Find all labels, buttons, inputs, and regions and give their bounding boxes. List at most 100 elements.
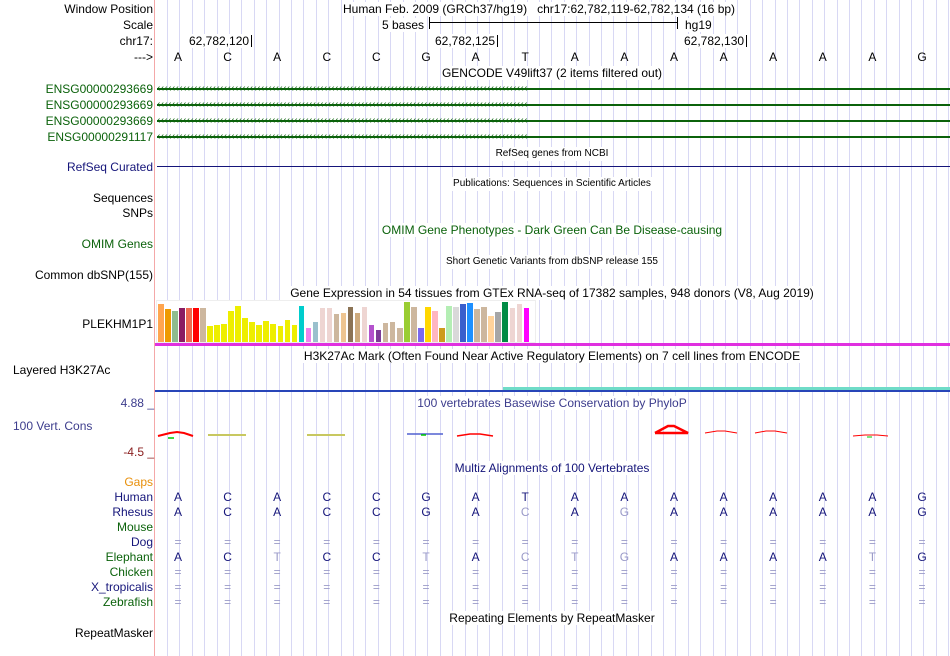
gtex-tissue-bar[interactable] (446, 306, 452, 342)
multiz-base: G (619, 505, 630, 519)
dbsnp-title[interactable]: Short Genetic Variants from dbSNP releas… (445, 255, 659, 269)
gtex-tissue-bar[interactable] (453, 307, 459, 342)
gtex-tissue-bar[interactable] (432, 311, 438, 342)
gtex-tissue-bar[interactable] (368, 325, 375, 342)
gtex-tissue-bar[interactable] (523, 308, 530, 342)
multiz-species-label[interactable]: Mouse (116, 520, 153, 534)
gtex-tissue-bar[interactable] (242, 318, 248, 342)
multiz-base: = (868, 535, 876, 549)
refseq-label[interactable]: RefSeq Curated (66, 160, 153, 174)
multiz-species-label[interactable]: Zebrafish (102, 595, 153, 609)
gencode-gene-line[interactable] (157, 88, 950, 90)
h3k27ac-label[interactable]: Layered H3K27Ac (13, 363, 111, 377)
multiz-species-label[interactable]: Dog (130, 535, 153, 549)
gtex-tissue-bar[interactable] (235, 306, 241, 342)
gtex-tissue-bar[interactable] (439, 328, 445, 342)
gencode-gene-line[interactable] (157, 120, 950, 122)
gtex-tissue-bar[interactable] (495, 312, 501, 342)
gtex-tissue-bar[interactable] (474, 309, 480, 342)
multiz-species-label[interactable]: Elephant (105, 550, 153, 564)
multiz-species-label[interactable]: Human (114, 490, 153, 504)
multiz-species-label[interactable]: X_tropicalis (90, 580, 153, 594)
gencode-gene-line[interactable] (157, 136, 950, 138)
gtex-tissue-bar[interactable] (488, 316, 494, 342)
gtex-tissue-bar[interactable] (389, 322, 396, 342)
gtex-tissue-bar[interactable] (460, 304, 466, 342)
strand-label[interactable]: ---> (134, 50, 153, 64)
gtex-tissue-bar[interactable] (347, 307, 354, 342)
gtex-tissue-bar[interactable] (382, 323, 389, 342)
multiz-species-label[interactable]: Chicken (109, 565, 153, 579)
gtex-tissue-bar[interactable] (193, 308, 199, 342)
repeatmasker-label[interactable]: RepeatMasker (74, 626, 153, 640)
multiz-species-label[interactable]: Rhesus (112, 505, 153, 519)
gencode-gene-label[interactable]: ENSG00000293669 (45, 82, 153, 96)
gtex-tissue-bar[interactable] (228, 311, 234, 342)
gtex-tissue-bar[interactable] (165, 309, 171, 342)
gencode-gene-label[interactable]: ENSG00000291117 (47, 130, 153, 144)
gtex-tissue-bar[interactable] (179, 308, 185, 342)
multiz-title[interactable]: Multiz Alignments of 100 Vertebrates (453, 461, 651, 475)
publications-label-snps[interactable]: SNPs (122, 206, 153, 220)
multiz-base: = (472, 535, 480, 549)
gtex-tissue-bar[interactable] (404, 302, 410, 342)
dbsnp-label[interactable]: Common dbSNP(155) (34, 268, 153, 282)
grid-line (539, 0, 540, 656)
multiz-base: = (372, 580, 380, 594)
gtex-tissue-bar[interactable] (270, 324, 276, 342)
gtex-bar-chart[interactable] (156, 300, 536, 343)
publications-title[interactable]: Publications: Sequences in Scientific Ar… (452, 177, 652, 191)
repeatmasker-title[interactable]: Repeating Elements by RepeatMasker (448, 611, 656, 625)
gtex-tissue-bar[interactable] (333, 314, 340, 342)
gtex-tissue-bar[interactable] (326, 308, 333, 342)
multiz-base: A (471, 505, 480, 519)
gtex-tissue-bar[interactable] (298, 306, 305, 342)
gtex-tissue-bar[interactable] (263, 321, 269, 342)
gtex-tissue-bar[interactable] (200, 308, 206, 342)
gtex-tissue-bar[interactable] (256, 325, 262, 342)
gtex-tissue-bar[interactable] (172, 311, 178, 342)
gtex-tissue-bar[interactable] (361, 307, 368, 342)
h3k27ac-title[interactable]: H3K27Ac Mark (Often Found Near Active Re… (302, 349, 802, 363)
gtex-tissue-bar[interactable] (467, 303, 473, 342)
refseq-gene-line[interactable] (157, 166, 950, 167)
gtex-tissue-bar[interactable] (509, 308, 515, 342)
gtex-tissue-bar[interactable] (516, 304, 523, 342)
multiz-gaps-label[interactable]: Gaps (124, 475, 153, 489)
publications-label-sequences[interactable]: Sequences (92, 191, 153, 205)
gtex-tissue-bar[interactable] (397, 328, 403, 342)
gtex-tissue-bar[interactable] (221, 324, 227, 342)
gtex-tissue-bar[interactable] (284, 320, 291, 342)
gtex-tissue-bar[interactable] (375, 330, 382, 342)
gtex-tissue-bar[interactable] (481, 307, 487, 342)
multiz-base: G (917, 490, 927, 504)
gtex-title[interactable]: Gene Expression in 54 tissues from GTEx … (289, 286, 815, 300)
omim-title[interactable]: OMIM Gene Phenotypes - Dark Green Can Be… (380, 223, 724, 237)
gencode-gene-line[interactable] (157, 104, 950, 106)
gtex-tissue-bar[interactable] (502, 302, 508, 342)
gtex-tissue-bar[interactable] (291, 325, 298, 342)
gtex-tissue-bar[interactable] (418, 328, 424, 342)
gtex-tissue-bar[interactable] (319, 308, 326, 342)
gencode-gene-label[interactable]: ENSG00000293669 (45, 98, 153, 112)
gtex-tissue-bar[interactable] (158, 304, 164, 342)
gtex-tissue-bar[interactable] (214, 325, 220, 342)
gtex-tissue-bar[interactable] (411, 307, 417, 342)
omim-label[interactable]: OMIM Genes (81, 237, 153, 251)
gencode-gene-label[interactable]: ENSG00000293669 (45, 114, 153, 128)
gtex-tissue-bar[interactable] (425, 307, 431, 342)
gtex-tissue-bar[interactable] (340, 313, 347, 342)
gtex-tissue-bar[interactable] (186, 308, 192, 342)
phylop-label[interactable]: 100 Vert. Cons (13, 419, 93, 433)
phylop-title[interactable]: 100 vertebrates Basewise Conservation by… (416, 396, 688, 410)
gtex-tissue-bar[interactable] (207, 326, 213, 342)
gtex-tissue-bar[interactable] (305, 328, 312, 342)
refseq-title[interactable]: RefSeq genes from NCBI (494, 147, 610, 161)
gtex-label[interactable]: PLEKHM1P1 (82, 317, 153, 331)
gtex-tissue-bar[interactable] (312, 322, 319, 342)
phylop-signal[interactable] (155, 420, 950, 450)
gtex-tissue-bar[interactable] (249, 322, 255, 342)
gtex-tissue-bar[interactable] (354, 313, 361, 342)
gtex-tissue-bar[interactable] (277, 326, 283, 342)
gencode-title[interactable]: GENCODE V49lift37 (2 items filtered out) (440, 66, 664, 80)
